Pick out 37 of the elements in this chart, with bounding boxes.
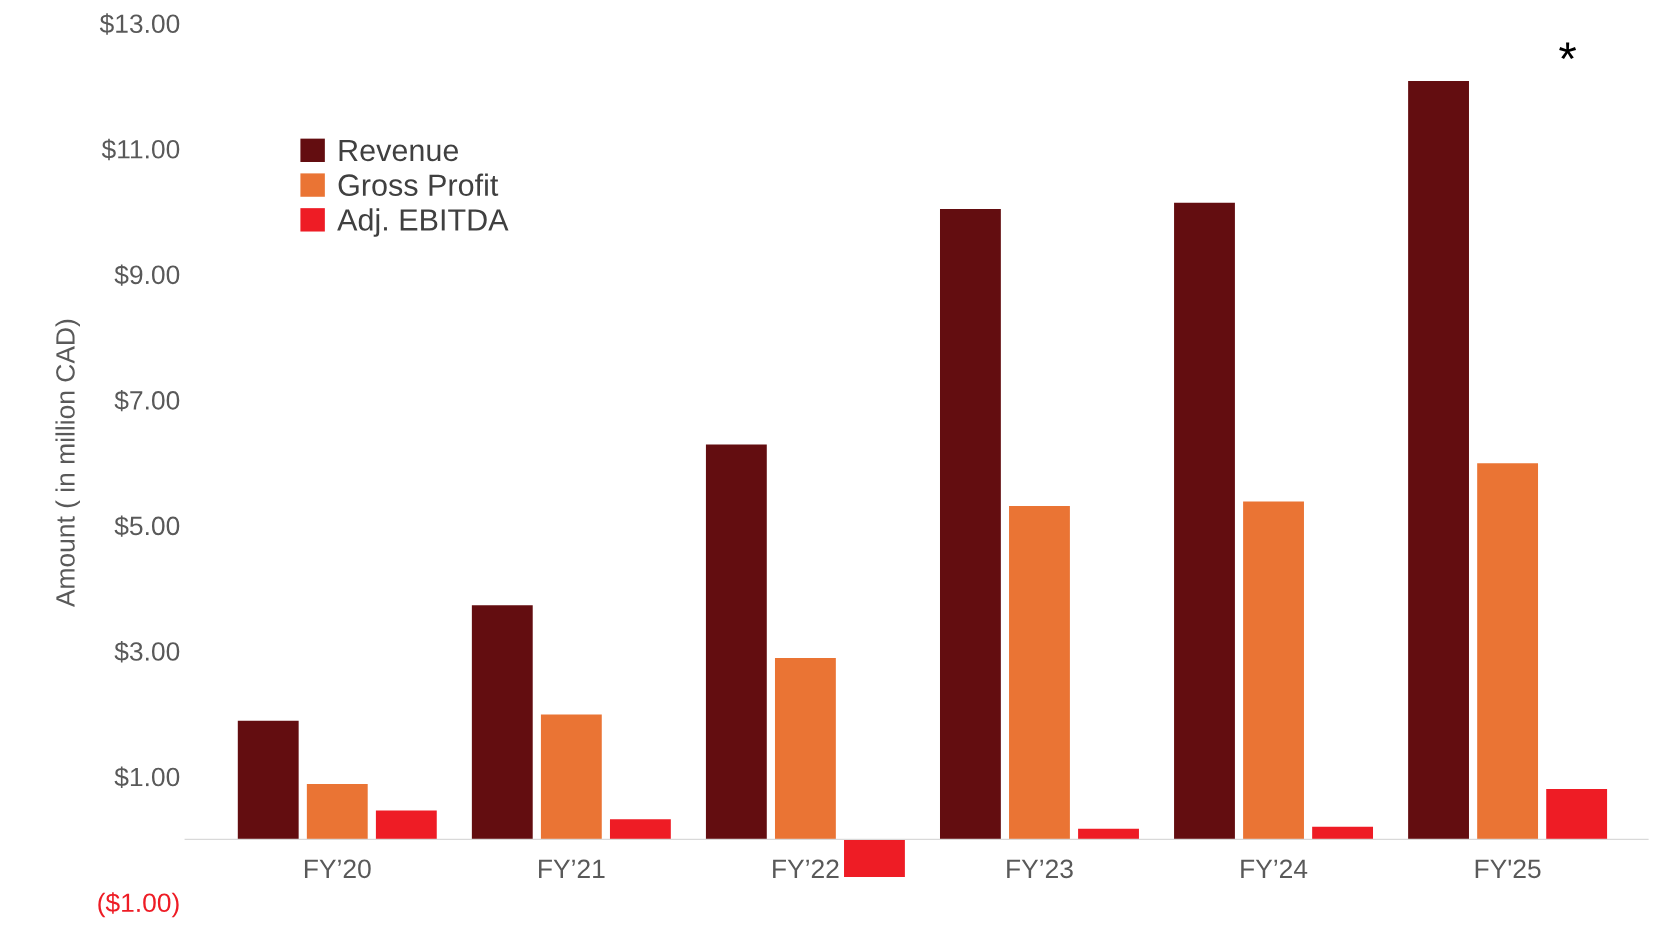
bar [306, 784, 368, 840]
x-tick-label: FY'25 [1475, 859, 1541, 879]
bar [705, 444, 767, 840]
x-tick-label: FY’20 [304, 859, 371, 879]
y-tick-label: $13.00 [99, 13, 180, 35]
bar [237, 720, 299, 840]
bar [1477, 463, 1539, 840]
bar [1078, 828, 1139, 840]
bar [1546, 789, 1608, 840]
bar [375, 810, 437, 840]
x-tick-label: FY’23 [1007, 859, 1073, 879]
bar [939, 209, 1001, 840]
bar [609, 819, 671, 840]
bar [540, 714, 602, 840]
y-tick-label: $11.00 [101, 138, 180, 161]
x-tick-label: FY’21 [539, 859, 605, 878]
bar [844, 839, 905, 877]
bar [1312, 826, 1374, 840]
bar [471, 605, 533, 840]
annotation: * [1559, 42, 1577, 60]
legend-label: Adj. EBITDA [337, 208, 509, 237]
y-tick-label: $1.00 [114, 766, 180, 788]
y-tick-label: ($1.00) [98, 892, 179, 918]
bar [1408, 81, 1469, 840]
bar [1174, 202, 1235, 840]
y-tick-label: $3.00 [114, 641, 180, 663]
bar [1009, 505, 1070, 840]
y-axis-title: Amount ( in million CAD) [55, 319, 80, 608]
y-tick-label: $9.00 [114, 264, 180, 286]
bar [774, 657, 836, 840]
y-tick-label: $7.00 [114, 389, 180, 412]
legend-label: Revenue [339, 139, 459, 162]
x-tick-label: FY’22 [773, 859, 839, 878]
x-tick-label: FY’24 [1241, 859, 1308, 878]
bar [1243, 501, 1304, 840]
y-tick-label: $5.00 [114, 515, 180, 537]
legend-label: Gross Profit [338, 173, 499, 196]
